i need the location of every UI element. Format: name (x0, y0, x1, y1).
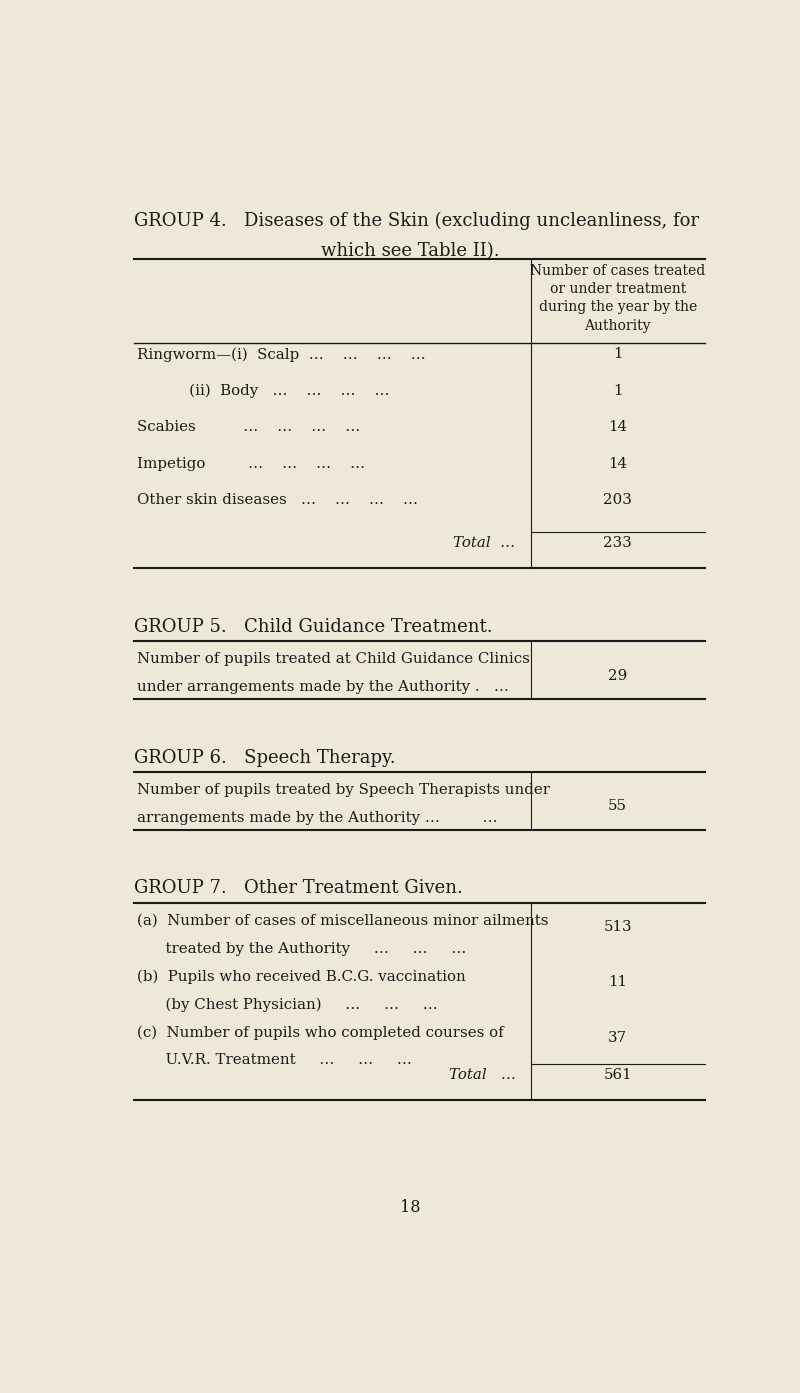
Text: Total   …: Total … (449, 1068, 515, 1082)
Text: Number of cases treated
or under treatment
during the year by the
Authority: Number of cases treated or under treatme… (530, 263, 706, 333)
Text: which see Table II).: which see Table II). (321, 242, 499, 260)
Text: 1: 1 (613, 384, 622, 398)
Text: Number of pupils treated at Child Guidance Clinics: Number of pupils treated at Child Guidan… (138, 652, 530, 666)
Text: 561: 561 (603, 1068, 632, 1082)
Text: 14: 14 (608, 457, 627, 471)
Text: Ringworm—(i)  Scalp  …    …    …    …: Ringworm—(i) Scalp … … … … (138, 347, 426, 362)
Text: 233: 233 (603, 536, 632, 550)
Text: 1: 1 (613, 347, 622, 361)
Text: 14: 14 (608, 421, 627, 435)
Text: 37: 37 (608, 1031, 627, 1045)
Text: (ii)  Body   …    …    …    …: (ii) Body … … … … (138, 384, 390, 398)
Text: GROUP 7.   Other Treatment Given.: GROUP 7. Other Treatment Given. (134, 879, 463, 897)
Text: Scabies          …    …    …    …: Scabies … … … … (138, 421, 361, 435)
Text: (a)  Number of cases of miscellaneous minor ailments: (a) Number of cases of miscellaneous min… (138, 914, 549, 928)
Text: treated by the Authority     …     …     …: treated by the Authority … … … (138, 942, 466, 956)
Text: under arrangements made by the Authority .   …: under arrangements made by the Authority… (138, 680, 509, 694)
Text: U.V.R. Treatment     …     …     …: U.V.R. Treatment … … … (138, 1053, 412, 1067)
Text: 11: 11 (608, 975, 627, 989)
Text: Number of pupils treated by Speech Therapists under: Number of pupils treated by Speech Thera… (138, 783, 550, 797)
Text: GROUP 5.   Child Guidance Treatment.: GROUP 5. Child Guidance Treatment. (134, 617, 493, 635)
Text: Other skin diseases   …    …    …    …: Other skin diseases … … … … (138, 493, 418, 507)
Text: GROUP 6.   Speech Therapy.: GROUP 6. Speech Therapy. (134, 748, 396, 766)
Text: Impetigo         …    …    …    …: Impetigo … … … … (138, 457, 366, 471)
Text: arrangements made by the Authority …         …: arrangements made by the Authority … … (138, 811, 498, 825)
Text: (by Chest Physician)     …     …     …: (by Chest Physician) … … … (138, 997, 438, 1011)
Text: GROUP 4.   Diseases of the Skin (excluding uncleanliness, for: GROUP 4. Diseases of the Skin (excluding… (134, 212, 699, 230)
Text: 18: 18 (400, 1199, 420, 1216)
Text: 55: 55 (608, 800, 627, 814)
Text: (c)  Number of pupils who completed courses of: (c) Number of pupils who completed cours… (138, 1025, 504, 1039)
Text: Total  …: Total … (454, 536, 515, 550)
Text: 203: 203 (603, 493, 632, 507)
Text: (b)  Pupils who received B.C.G. vaccination: (b) Pupils who received B.C.G. vaccinati… (138, 970, 466, 983)
Text: 513: 513 (603, 919, 632, 933)
Text: 29: 29 (608, 669, 627, 683)
